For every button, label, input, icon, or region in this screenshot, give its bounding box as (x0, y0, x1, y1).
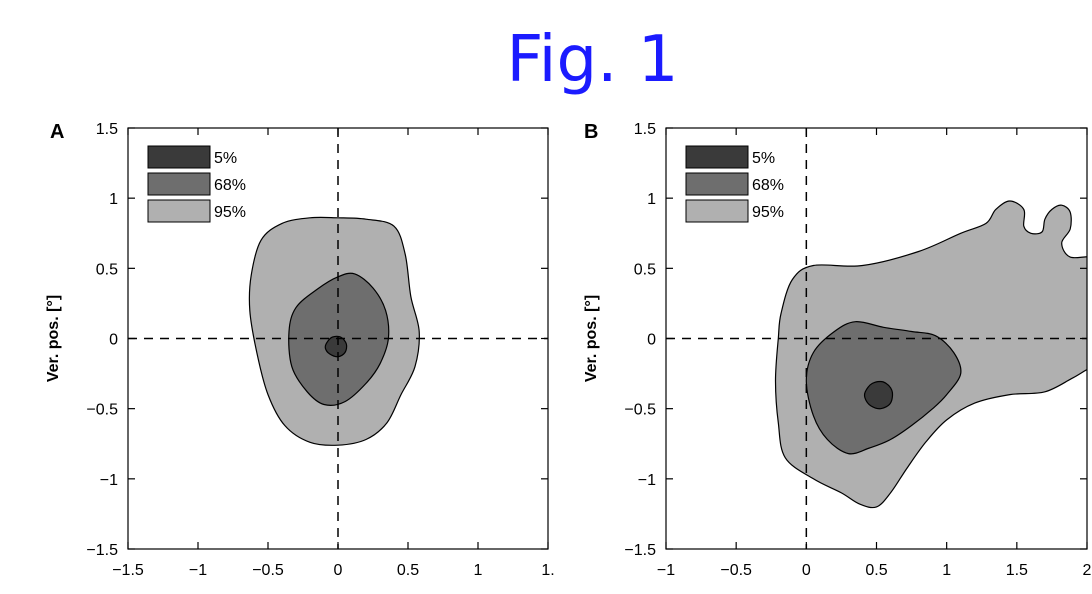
y-tick-label: 1.5 (96, 121, 118, 138)
y-tick-label: 0 (647, 332, 656, 349)
x-tick-label: −0.5 (720, 562, 752, 579)
legend: 5% 68% 95% (685, 145, 784, 223)
panel-a: −1.5 −1 −0.5 0 0.5 1 1. 1.5 1 0.5 0 −0.5 −1 −1.5 Ver. … (45, 121, 555, 579)
panel-label: B (584, 121, 598, 143)
y-axis-label: Ver. pos. [°] (45, 295, 62, 382)
x-tick-label: −1 (189, 562, 207, 579)
x-tick-label: 1. (541, 562, 554, 579)
contour-regions (774, 200, 1087, 509)
x-tick-label: 0 (334, 562, 343, 579)
legend: 5% 68% 95% (147, 145, 246, 223)
y-tick-label: 0 (109, 332, 118, 349)
contour-regions (248, 216, 420, 446)
x-tick-label: 1.5 (1006, 562, 1028, 579)
y-tick-label: 1 (109, 191, 118, 208)
legend-swatch (685, 145, 749, 169)
y-tick-label: 1.5 (634, 121, 656, 138)
legend-swatch (147, 172, 211, 196)
y-tick-label: −1 (638, 472, 656, 489)
legend-label: 95% (214, 204, 246, 221)
y-tick-label: −0.5 (624, 402, 656, 419)
x-tick-label: −1 (657, 562, 675, 579)
legend-swatch (685, 172, 749, 196)
contour-5pct (324, 335, 348, 358)
panel-label: A (50, 121, 64, 143)
x-tick-label: 2 (1083, 562, 1092, 579)
legend-label: 5% (752, 150, 775, 167)
legend-label: 68% (214, 177, 246, 194)
y-tick-label: 0.5 (96, 261, 118, 278)
legend-label: 5% (214, 150, 237, 167)
x-tick-label: 0.5 (865, 562, 887, 579)
x-tick-label: 1 (474, 562, 483, 579)
y-tick-label: −1 (100, 472, 118, 489)
legend-swatch (147, 199, 211, 223)
x-tick-label: −0.5 (252, 562, 284, 579)
legend-label: 68% (752, 177, 784, 194)
contour-5pct (863, 380, 894, 410)
x-tick-label: 0.5 (397, 562, 419, 579)
legend-swatch (685, 199, 749, 223)
y-tick-label: 0.5 (634, 261, 656, 278)
x-tick-label: 0 (802, 562, 811, 579)
x-tick-label: −1.5 (112, 562, 144, 579)
y-tick-label: −1.5 (624, 542, 656, 559)
y-axis-label: Ver. pos. [°] (583, 295, 600, 382)
y-tick-label: −0.5 (86, 402, 118, 419)
legend-label: 95% (752, 204, 784, 221)
y-tick-label: 1 (647, 191, 656, 208)
legend-swatch (147, 145, 211, 169)
y-tick-label: −1.5 (86, 542, 118, 559)
x-tick-label: 1 (942, 562, 951, 579)
